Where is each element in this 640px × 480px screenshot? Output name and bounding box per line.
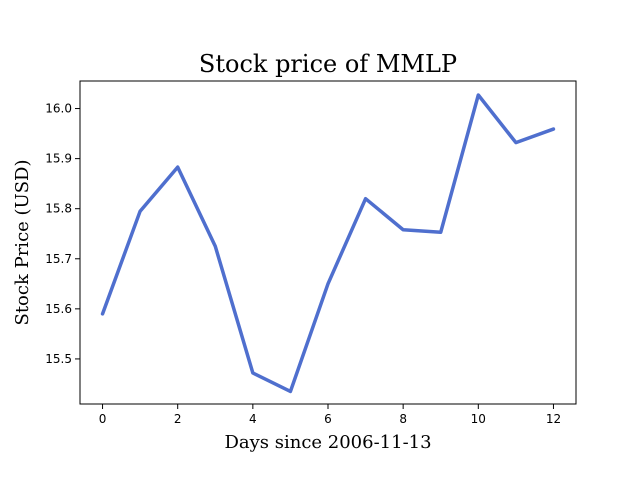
x-tick-label: 12 xyxy=(546,412,561,426)
x-tick-label: 4 xyxy=(249,412,257,426)
y-tick-label: 15.8 xyxy=(45,202,72,216)
series-line xyxy=(100,93,556,394)
x-tick-label: 6 xyxy=(324,412,332,426)
x-axis-ticks: 0 2 4 6 8 10 12 xyxy=(99,404,561,426)
x-tick-label: 8 xyxy=(399,412,407,426)
y-tick-label: 16.0 xyxy=(45,102,72,116)
y-axis-ticks: 15.5 15.6 15.7 15.8 15.9 16.0 xyxy=(45,102,80,366)
x-tick-label: 10 xyxy=(471,412,486,426)
y-tick-label: 15.7 xyxy=(45,252,72,266)
plot-frame xyxy=(79,80,577,405)
x-tick-label: 2 xyxy=(174,412,182,426)
y-tick-label: 15.6 xyxy=(45,302,72,316)
chart-title: Stock price of MMLP xyxy=(199,50,457,78)
y-tick-label: 15.5 xyxy=(45,352,72,366)
y-tick-label: 15.9 xyxy=(45,152,72,166)
x-axis-label: Days since 2006-11-13 xyxy=(224,432,431,453)
y-axis-label: Stock Price (USD) xyxy=(12,159,33,325)
x-tick-label: 0 xyxy=(99,412,107,426)
